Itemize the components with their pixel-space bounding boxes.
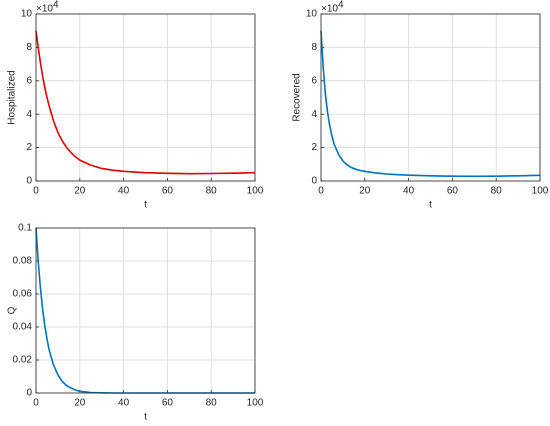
x-tick-label: 60 bbox=[162, 398, 174, 409]
y-axis-label: Hospitalized bbox=[7, 70, 18, 124]
x-tick-label: 40 bbox=[403, 186, 415, 197]
y-multiplier-exponent: 4 bbox=[53, 0, 59, 11]
y-tick-label: 8 bbox=[26, 42, 32, 53]
y-tick-label: 10 bbox=[21, 9, 33, 20]
data-line bbox=[35, 227, 255, 394]
y-tick-label: 8 bbox=[311, 42, 317, 53]
x-tick-label: 100 bbox=[532, 186, 549, 197]
x-tick-label: 0 bbox=[33, 398, 39, 409]
axes-box bbox=[35, 227, 256, 394]
y-tick-label: 6 bbox=[311, 75, 317, 86]
x-tick-label: 80 bbox=[206, 398, 218, 409]
x-axis-label: t bbox=[144, 200, 147, 211]
x-tick-label: 80 bbox=[491, 186, 503, 197]
y-tick-label: 4 bbox=[26, 109, 32, 120]
data-line bbox=[320, 30, 541, 178]
y-multiplier-exponent: 4 bbox=[338, 0, 344, 11]
y-tick-label: 0.04 bbox=[13, 322, 33, 333]
y-tick-label: 0.08 bbox=[13, 256, 33, 267]
y-multiplier: ×10 bbox=[36, 4, 53, 15]
x-tick-label: 0 bbox=[318, 186, 324, 197]
y-tick-label: 0.02 bbox=[13, 355, 33, 366]
x-tick-label: 60 bbox=[447, 186, 459, 197]
y-tick-label: 0 bbox=[311, 176, 317, 187]
x-axis-label: t bbox=[144, 412, 147, 423]
x-tick-label: 20 bbox=[74, 186, 86, 197]
axes-box bbox=[320, 13, 541, 182]
x-tick-label: 100 bbox=[247, 398, 264, 409]
y-axis-label: Q bbox=[7, 306, 18, 314]
x-tick-label: 0 bbox=[33, 186, 39, 197]
x-axis-label: t bbox=[429, 200, 432, 211]
y-tick-label: 0.06 bbox=[13, 289, 33, 300]
x-tick-label: 20 bbox=[74, 398, 86, 409]
y-tick-label: 10 bbox=[306, 9, 318, 20]
y-tick-label: 0.1 bbox=[18, 223, 32, 234]
x-tick-label: 80 bbox=[206, 186, 218, 197]
x-tick-label: 40 bbox=[118, 398, 130, 409]
x-tick-label: 60 bbox=[162, 186, 174, 197]
x-tick-label: 40 bbox=[118, 186, 130, 197]
data-line bbox=[35, 30, 256, 175]
y-multiplier: ×10 bbox=[321, 4, 338, 15]
y-tick-label: 2 bbox=[311, 142, 317, 153]
y-axis-label: Recovered bbox=[292, 73, 303, 121]
y-tick-label: 0 bbox=[26, 388, 32, 399]
x-tick-label: 20 bbox=[359, 186, 371, 197]
y-tick-label: 0 bbox=[26, 176, 32, 187]
subplot: 0 20 40 60 80 100 0 0.02 0.04 0.06 0.08 0.1 t Q bbox=[7, 223, 264, 423]
y-tick-label: 4 bbox=[311, 109, 317, 120]
x-tick-label: 100 bbox=[247, 186, 264, 197]
axes-box bbox=[35, 13, 256, 182]
y-tick-label: 2 bbox=[26, 142, 32, 153]
y-tick-label: 6 bbox=[26, 75, 32, 86]
